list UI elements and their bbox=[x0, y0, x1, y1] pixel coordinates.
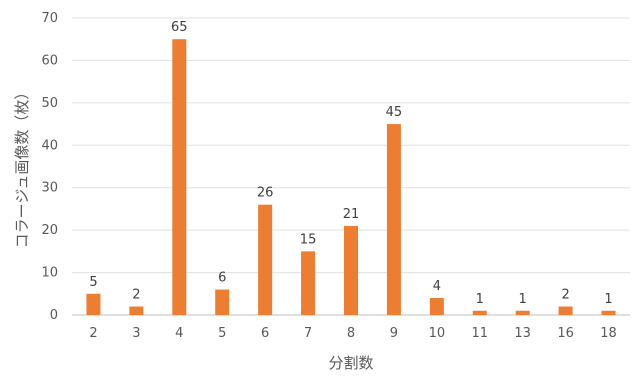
x-tick-label-11: 11 bbox=[471, 326, 488, 341]
y-tick-label-20: 20 bbox=[41, 223, 58, 238]
bar-4 bbox=[172, 39, 187, 315]
data-label-18: 1 bbox=[604, 292, 612, 307]
y-axis-ticks: 0 10 20 30 40 50 60 70 bbox=[41, 11, 58, 323]
x-tick-label-2: 2 bbox=[89, 326, 97, 341]
data-label-2: 5 bbox=[89, 275, 97, 290]
y-tick-label-40: 40 bbox=[41, 138, 58, 153]
x-tick-label-4: 4 bbox=[175, 326, 183, 341]
y-axis-title: コラージュ画像数（枚） bbox=[13, 85, 31, 249]
bar-11 bbox=[472, 310, 487, 315]
x-tick-label-8: 8 bbox=[347, 326, 355, 341]
y-tick-label-70: 70 bbox=[41, 11, 58, 26]
bar-6 bbox=[258, 204, 273, 315]
bar-18 bbox=[601, 310, 616, 315]
bar-5 bbox=[215, 289, 230, 315]
data-label-4: 65 bbox=[171, 20, 188, 35]
x-tick-label-7: 7 bbox=[304, 326, 312, 341]
y-tick-label-30: 30 bbox=[41, 181, 58, 196]
x-tick-label-18: 18 bbox=[600, 326, 617, 341]
y-tick-label-0: 0 bbox=[50, 308, 58, 323]
data-label-11: 1 bbox=[476, 292, 484, 307]
x-tick-label-3: 3 bbox=[132, 326, 140, 341]
bar-13 bbox=[515, 310, 530, 315]
data-label-6: 26 bbox=[257, 186, 274, 201]
bar-2 bbox=[86, 293, 101, 315]
data-label-16: 2 bbox=[561, 288, 569, 303]
data-label-5: 6 bbox=[218, 271, 226, 286]
y-tick-label-60: 60 bbox=[41, 53, 58, 68]
gridlines bbox=[72, 17, 630, 274]
y-tick-label-50: 50 bbox=[41, 96, 58, 111]
x-tick-label-6: 6 bbox=[261, 326, 269, 341]
x-tick-label-5: 5 bbox=[218, 326, 226, 341]
y-tick-label-10: 10 bbox=[41, 266, 58, 281]
data-label-13: 1 bbox=[519, 292, 527, 307]
bar-8 bbox=[344, 225, 358, 315]
bar-16 bbox=[558, 306, 573, 315]
x-axis-ticks: 2 3 4 5 6 7 8 9 10 11 13 16 18 bbox=[89, 326, 616, 341]
data-label-10: 4 bbox=[433, 279, 441, 294]
data-label-8: 21 bbox=[343, 207, 360, 222]
bars bbox=[86, 39, 616, 315]
bar-9 bbox=[386, 124, 401, 315]
bar-7 bbox=[301, 251, 316, 315]
x-axis-title: 分割数 bbox=[328, 354, 373, 372]
x-tick-label-9: 9 bbox=[390, 326, 398, 341]
data-label-7: 15 bbox=[300, 232, 317, 247]
data-label-9: 45 bbox=[386, 105, 403, 120]
data-label-3: 2 bbox=[132, 288, 140, 303]
x-tick-label-13: 13 bbox=[514, 326, 531, 341]
x-tick-label-10: 10 bbox=[429, 326, 446, 341]
bar-10 bbox=[429, 298, 444, 315]
bar-3 bbox=[129, 306, 144, 315]
x-tick-label-16: 16 bbox=[557, 326, 574, 341]
